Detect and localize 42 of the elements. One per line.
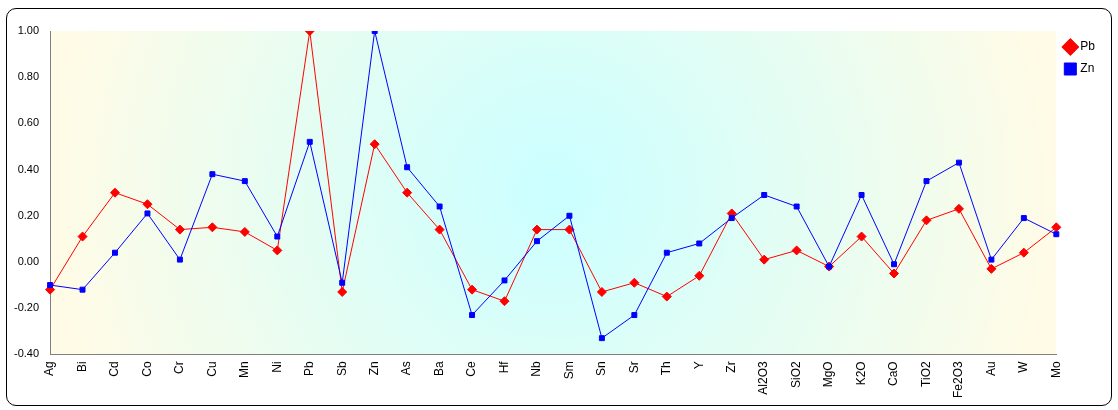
x-tick-label: Au [983,361,998,376]
y-tick-label: 0.80 [17,70,40,83]
y-tick-label: -0.40 [13,347,40,360]
x-tick-label: Al2O3 [756,361,771,395]
x-tick-label: W [1016,360,1031,373]
legend-label: Zn [1080,61,1095,76]
y-tick-label: 0.20 [17,208,40,221]
x-tick-label: Pb [302,361,317,376]
x-tick-label: Mo [1048,360,1063,378]
x-tick-label: Ni [269,361,284,373]
x-tick-label: Cu [204,361,219,377]
x-tick-label: Cr [172,361,187,374]
x-tick-label: Ba [431,361,446,376]
y-tick-label: 1.00 [17,24,40,37]
x-tick-label: Fe2O3 [951,360,966,398]
x-tick-label: SiO2 [788,361,803,388]
x-tick-label: As [399,361,414,376]
x-tick-label: TiO2 [918,360,933,387]
x-tick-label: Cd [107,361,122,377]
x-tick-label: Th [659,361,674,376]
y-tick-label: 0.60 [17,116,40,129]
x-tick-label: Mn [237,361,252,378]
x-tick-label: Co [139,360,154,377]
x-tick-label: Sr [626,361,641,374]
x-tick-label: K2O [853,361,868,386]
x-tick-label: Zn [366,361,381,376]
x-tick-label: Nb [529,360,544,377]
x-tick-label: Bi [74,361,89,372]
x-tick-label: CaO [886,361,901,386]
x-tick-label: Zr [724,361,739,373]
x-tick-label: MgO [821,361,836,388]
x-tick-label: Sn [594,361,609,376]
y-tick-label: 0.40 [17,162,40,175]
x-tick-label: Y [691,361,706,370]
x-tick-label: Ce [464,360,479,377]
x-tick-label: Sm [561,361,576,380]
x-tick-label: Hf [496,360,511,374]
x-tick-label: Sb [334,361,349,376]
y-tick-label: 0.00 [17,254,40,267]
x-tick-label: Ag [42,361,57,376]
legend-label: Pb [1080,39,1096,54]
y-tick-label: -0.20 [13,301,40,314]
